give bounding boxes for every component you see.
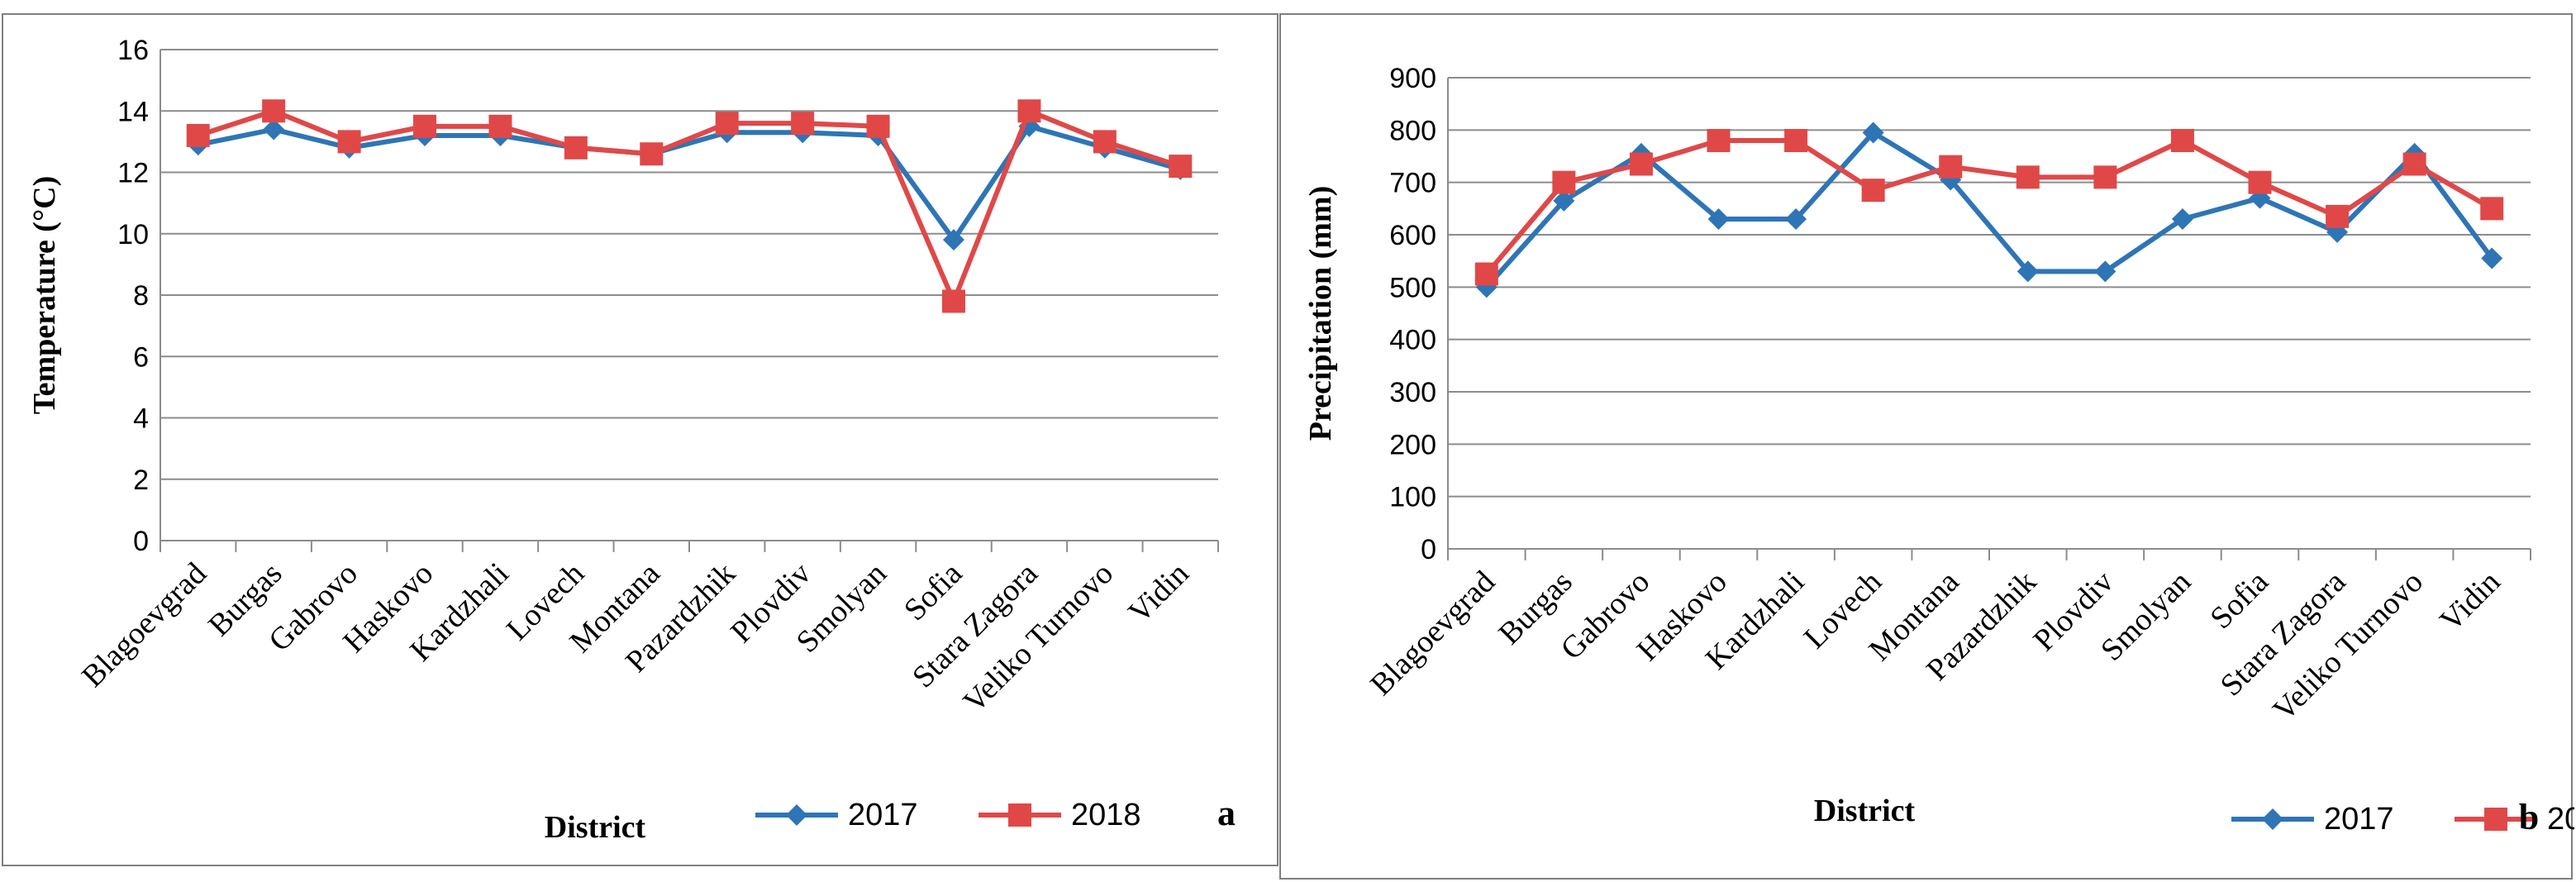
y-tick-labels: 0 2 4 6 8 10 12 14 16 <box>117 35 149 557</box>
x-axis-title: District <box>1814 794 1916 828</box>
y-tick-label: 0 <box>133 526 149 557</box>
data-point-2018 <box>1474 262 1498 286</box>
data-point-2018 <box>1784 129 1808 152</box>
data-point-2018 <box>2093 165 2117 189</box>
gridlines <box>160 49 1218 541</box>
data-point-2018 <box>262 99 286 123</box>
data-point-2018 <box>2480 197 2504 221</box>
series-2018 <box>1474 129 2504 286</box>
data-point-2018 <box>488 114 512 138</box>
temperature-chart-panel: 0 2 4 6 8 10 12 14 16 Blagoevgrad Burgas Gabrovo Has… <box>2 13 1278 866</box>
data-point-2018 <box>1629 152 1653 176</box>
data-point-2017 <box>2481 247 2503 269</box>
data-point-2018 <box>2248 170 2272 194</box>
data-point-2018 <box>1093 130 1117 154</box>
data-point-2018 <box>715 112 739 136</box>
y-tick-label: 600 <box>1389 220 1436 251</box>
y-tick-label: 8 <box>133 280 149 312</box>
data-point-2017 <box>1553 189 1575 212</box>
legend-marker-2017 <box>786 804 807 826</box>
data-point-2018 <box>186 123 210 147</box>
data-point-2017 <box>2094 260 2117 283</box>
legend-marker-2018 <box>1008 803 1031 827</box>
data-point-2018 <box>1861 179 1885 203</box>
data-point-2018 <box>2326 204 2350 228</box>
y-tick-label: 14 <box>117 96 149 127</box>
data-point-2017 <box>263 118 285 141</box>
data-point-2017 <box>2017 260 2039 283</box>
gridlines <box>1448 77 2531 550</box>
data-point-2017 <box>943 229 964 251</box>
data-point-2018 <box>866 114 890 138</box>
data-point-2018 <box>1707 129 1731 152</box>
data-point-2018 <box>337 130 361 154</box>
data-point-2017 <box>2171 208 2193 230</box>
legend: 2017 2018 <box>2231 802 2574 837</box>
data-point-2018 <box>1552 170 1576 194</box>
y-tick-label: 2 <box>133 465 149 496</box>
x-ticks <box>1447 549 2531 560</box>
x-category-label: Sofia <box>2203 565 2275 636</box>
y-tick-label: 12 <box>117 158 149 189</box>
x-axis-title: District <box>545 810 646 845</box>
legend-label-2017: 2017 <box>2324 802 2394 837</box>
data-point-2018 <box>413 114 436 138</box>
y-tick-label: 200 <box>1389 429 1436 460</box>
y-tick-label: 100 <box>1389 482 1436 513</box>
y-tick-label: 500 <box>1389 272 1436 303</box>
legend-marker-2018 <box>2484 808 2507 831</box>
data-point-2018 <box>1017 99 1041 123</box>
panel-label: b <box>2519 797 2539 837</box>
precipitation-chart: 0 100 200 300 400 500 600 700 800 900 BlagoevgradB… <box>1303 63 2574 837</box>
y-tick-label: 800 <box>1389 115 1436 146</box>
data-point-2018 <box>1169 155 1193 179</box>
y-tick-label: 900 <box>1389 63 1436 94</box>
y-tick-label: 16 <box>117 35 149 66</box>
series-2018 <box>186 99 1193 313</box>
data-point-2018 <box>2170 129 2194 152</box>
data-point-2018 <box>2402 152 2426 176</box>
legend-marker-2017 <box>2262 808 2283 830</box>
panel-label: a <box>1217 793 1236 833</box>
y-tick-labels: 0 100 200 300 400 500 600 700 800 900 <box>1389 63 1436 565</box>
legend-label-2017: 2017 <box>848 798 918 832</box>
x-category-label: Vidin <box>1121 556 1195 630</box>
series-2018-line <box>197 108 1182 304</box>
legend-label-2018: 2018 <box>1071 798 1141 832</box>
y-tick-label: 300 <box>1389 377 1436 408</box>
x-category-label: Blagoevgrad <box>75 556 213 694</box>
series-2017-line <box>1484 130 2494 289</box>
x-category-labels: BlagoevgradBurgasGabrovoHaskovoKardzhali… <box>1364 565 2507 728</box>
legend: 2017 2018 <box>755 798 1141 832</box>
precipitation-chart-panel: 0 100 200 300 400 500 600 700 800 900 Blagoevgrad B… <box>1279 13 2574 880</box>
data-point-2018 <box>2016 165 2040 189</box>
x-category-label: Vidin <box>2433 565 2507 638</box>
y-tick-label: 400 <box>1389 325 1436 356</box>
x-category-labels: BlagoevgradBurgasGabrovoHaskovoKardzhali… <box>75 556 1196 720</box>
y-tick-label: 4 <box>133 403 149 435</box>
legend-label-2018: 2018 <box>2547 802 2574 837</box>
data-point-2017 <box>1862 122 1884 144</box>
data-point-2018 <box>564 136 588 160</box>
y-tick-label: 0 <box>1421 534 1436 565</box>
y-tick-label: 10 <box>117 219 149 250</box>
data-point-2018 <box>942 289 965 313</box>
data-point-2017 <box>1785 208 1807 230</box>
y-axis-title: Temperature (°C) <box>27 176 62 415</box>
data-point-2017 <box>1707 208 1730 230</box>
y-tick-label: 700 <box>1389 168 1436 199</box>
y-axis-title: Precipitation (mm) <box>1303 186 1338 441</box>
temperature-chart: 0 2 4 6 8 10 12 14 16 BlagoevgradBurgasGabrovoHas… <box>27 35 1236 845</box>
data-point-2018 <box>640 142 664 166</box>
x-ticks <box>160 541 1219 552</box>
x-category-label: Blagoevgrad <box>1364 565 1502 703</box>
data-point-2018 <box>791 112 815 136</box>
series-2018-line <box>1484 138 2493 276</box>
y-tick-label: 6 <box>133 341 149 373</box>
data-point-2018 <box>1939 155 1963 179</box>
